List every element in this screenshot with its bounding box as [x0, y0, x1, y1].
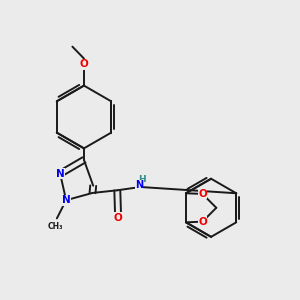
- Text: N: N: [135, 180, 143, 190]
- Text: N: N: [62, 195, 70, 205]
- Text: O: O: [198, 189, 207, 199]
- Text: N: N: [56, 169, 64, 179]
- Text: O: O: [80, 59, 88, 69]
- Text: O: O: [114, 213, 122, 223]
- Text: CH₃: CH₃: [47, 222, 63, 231]
- Text: O: O: [198, 217, 207, 227]
- Text: H: H: [138, 175, 146, 184]
